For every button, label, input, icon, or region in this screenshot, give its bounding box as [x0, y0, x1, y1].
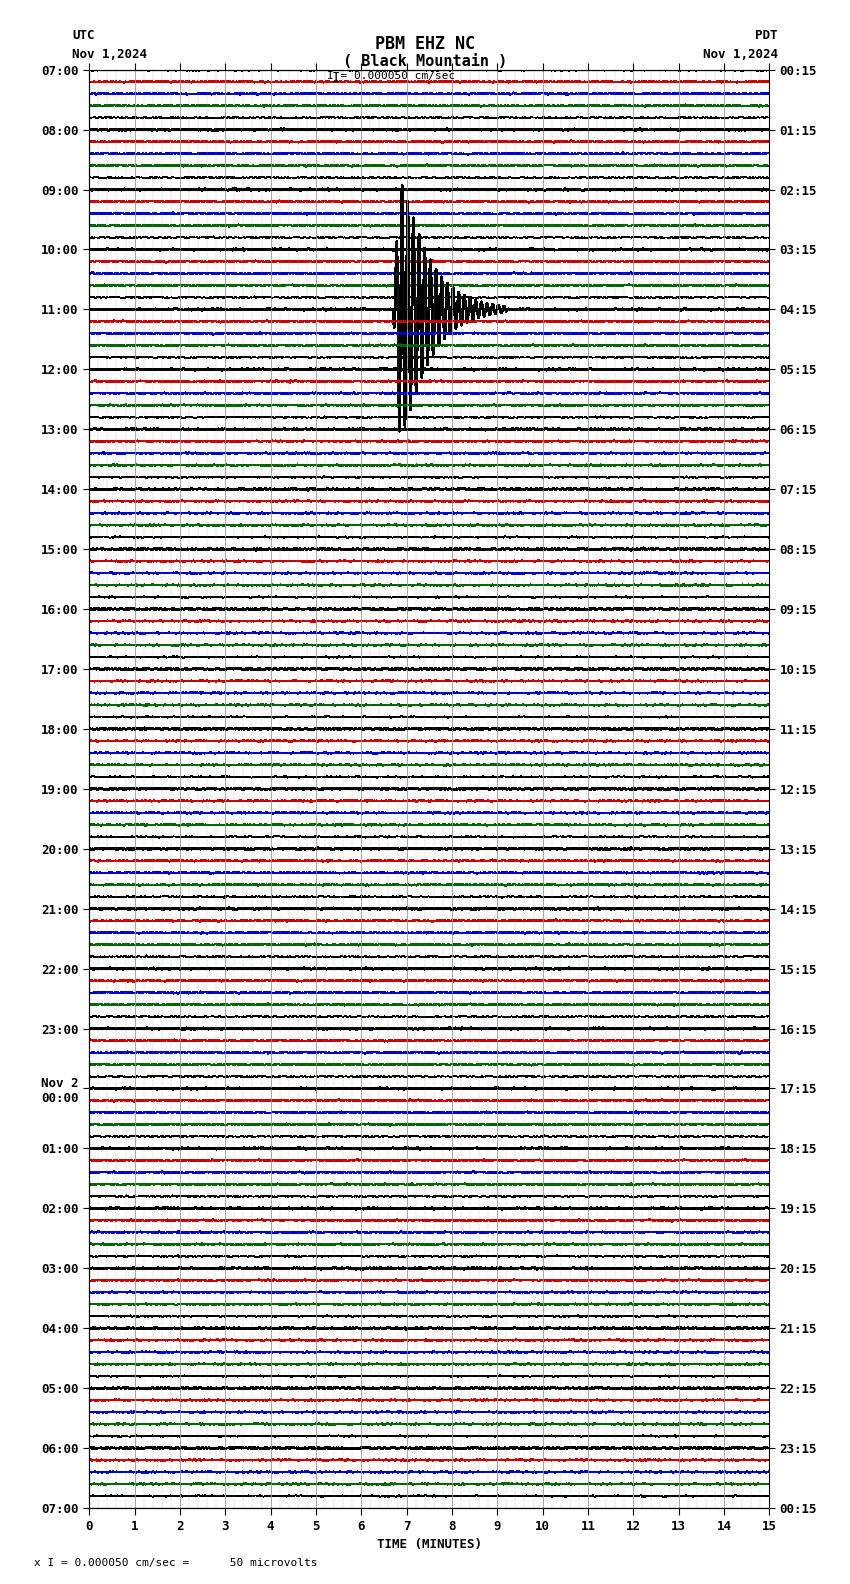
Text: UTC: UTC	[72, 29, 94, 41]
Text: Nov 1,2024: Nov 1,2024	[72, 48, 147, 60]
X-axis label: TIME (MINUTES): TIME (MINUTES)	[377, 1538, 482, 1551]
Text: I = 0.000050 cm/sec: I = 0.000050 cm/sec	[327, 71, 455, 81]
Text: I: I	[332, 71, 340, 86]
Text: PDT: PDT	[756, 29, 778, 41]
Text: ( Black Mountain ): ( Black Mountain )	[343, 54, 507, 68]
Text: Nov 1,2024: Nov 1,2024	[703, 48, 778, 60]
Text: x I = 0.000050 cm/sec =      50 microvolts: x I = 0.000050 cm/sec = 50 microvolts	[34, 1559, 318, 1568]
Text: PBM EHZ NC: PBM EHZ NC	[375, 35, 475, 52]
